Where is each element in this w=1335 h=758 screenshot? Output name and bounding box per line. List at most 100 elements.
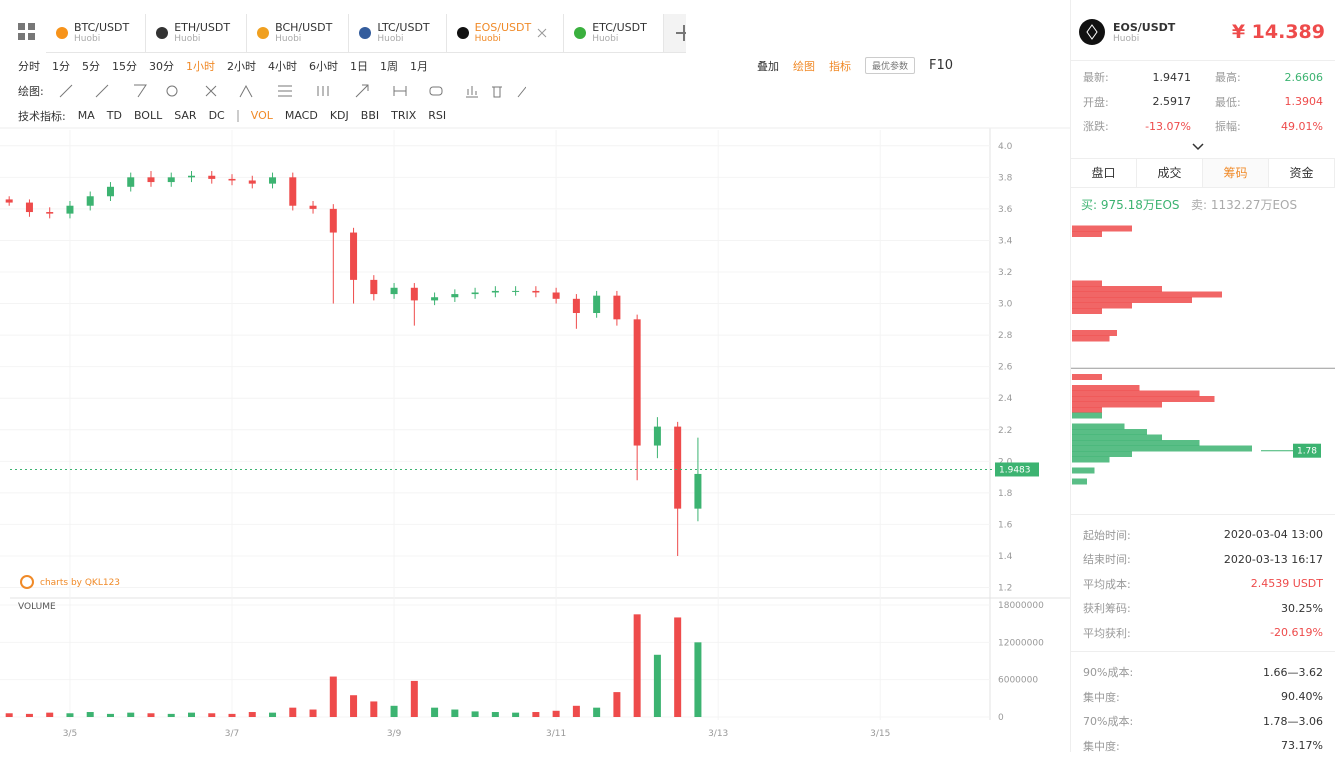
panel-tabs: 盘口成交筹码资金 <box>1071 158 1335 188</box>
volume-bar <box>694 642 701 717</box>
info-label: 70%成本: <box>1083 713 1133 729</box>
volume-bar <box>553 711 560 717</box>
volume-bar <box>269 713 276 717</box>
volume-bar <box>654 655 661 717</box>
volume-bar <box>147 713 154 717</box>
volume-bar <box>350 695 357 717</box>
chip-bar <box>1072 401 1162 407</box>
candle-body <box>330 209 337 233</box>
info-label: 起始时间: <box>1083 527 1131 543</box>
x-tick-label: 3/13 <box>708 729 728 739</box>
volume-bar <box>573 706 580 717</box>
v-tick-label: 6000000 <box>998 676 1038 686</box>
candle-body <box>411 288 418 301</box>
y-tick-label: 4.0 <box>998 142 1013 152</box>
candle-body <box>229 179 236 181</box>
candle-body <box>512 291 519 292</box>
v-tick-label: 0 <box>998 713 1004 723</box>
x-tick-label: 3/7 <box>225 729 239 739</box>
coin-icon <box>1079 19 1105 45</box>
volume-bar <box>66 713 73 717</box>
panel-tab[interactable]: 成交 <box>1137 159 1203 187</box>
panel-tab[interactable]: 筹码 <box>1203 159 1269 187</box>
collapse-icon[interactable] <box>1071 139 1335 155</box>
chip-bar <box>1072 440 1200 446</box>
volume-bar <box>512 713 519 717</box>
chip-bar <box>1072 467 1095 473</box>
stat-label: 最新: <box>1083 69 1109 85</box>
candle-body <box>532 291 539 293</box>
info-label: 集中度: <box>1083 689 1120 705</box>
x-tick-label: 3/5 <box>63 729 77 739</box>
candle-body <box>127 177 134 186</box>
candle-body <box>289 177 296 205</box>
y-tick-label: 1.2 <box>998 584 1012 594</box>
candle-body <box>208 176 215 179</box>
panel-tab[interactable]: 资金 <box>1269 159 1335 187</box>
y-tick-label: 1.6 <box>998 520 1013 530</box>
candle-body <box>553 293 560 299</box>
stat: 最新:1.9471 <box>1071 65 1203 90</box>
volume-bar <box>370 701 377 717</box>
watermark: charts by QKL123 <box>40 578 120 588</box>
volume-label: VOLUME <box>18 602 56 612</box>
volume-bar <box>289 708 296 717</box>
info-row: 90%成本:1.66—3.62 <box>1071 660 1335 685</box>
volume-bar <box>208 713 215 717</box>
chip-bar <box>1072 308 1102 314</box>
v-tick-label: 18000000 <box>998 601 1044 611</box>
volume-bar <box>472 711 479 717</box>
info-value: 1.78—3.06 <box>1263 715 1323 728</box>
chip-bar <box>1072 280 1102 286</box>
candle-body <box>269 177 276 183</box>
candle-body <box>370 280 377 294</box>
y-tick-label: 3.2 <box>998 268 1012 278</box>
candle-body <box>634 319 641 445</box>
sell: 1132.27万EOS <box>1211 198 1297 212</box>
stat-label: 最低: <box>1215 94 1241 110</box>
candle-body <box>147 177 154 182</box>
candle-body <box>654 427 661 446</box>
chip-bar <box>1072 456 1110 462</box>
info-value: 2.4539 USDT <box>1251 577 1323 590</box>
panel-symbol: EOS/USDT <box>1113 21 1232 34</box>
info-label: 平均获利: <box>1083 625 1131 641</box>
info-label: 90%成本: <box>1083 664 1133 680</box>
volume-bar <box>87 712 94 717</box>
y-tick-label: 3.0 <box>998 300 1013 310</box>
info-value: 2020-03-04 13:00 <box>1224 528 1323 541</box>
candle-body <box>249 180 256 183</box>
info-value: 73.17% <box>1281 739 1323 752</box>
info-row: 结束时间:2020-03-13 16:17 <box>1071 547 1335 572</box>
panel-tab[interactable]: 盘口 <box>1071 159 1137 187</box>
candle-body <box>66 206 73 214</box>
stat-label: 振幅: <box>1215 118 1241 134</box>
stat-label: 开盘: <box>1083 94 1109 110</box>
volume-bar <box>6 713 13 717</box>
y-tick-label: 3.8 <box>998 173 1013 183</box>
info-value: -20.619% <box>1270 626 1323 639</box>
info-row: 集中度:90.40% <box>1071 685 1335 710</box>
candle-body <box>613 296 620 320</box>
chip-bar <box>1072 302 1132 308</box>
chip-bar <box>1072 231 1102 237</box>
volume-bar <box>411 681 418 717</box>
chip-bar <box>1072 297 1192 303</box>
stat-value: 2.5917 <box>1153 95 1192 108</box>
stat-value: 2.6606 <box>1285 71 1324 84</box>
x-tick-label: 3/9 <box>387 729 402 739</box>
chip-bar <box>1072 451 1132 457</box>
stat: 最低:1.3904 <box>1203 90 1335 115</box>
chip-bar <box>1072 445 1252 451</box>
stat-label: 涨跌: <box>1083 118 1109 134</box>
info-row: 70%成本: 1.78—3.06 <box>1071 709 1335 734</box>
volume-bar <box>451 710 458 717</box>
chip-bar <box>1072 374 1102 380</box>
volume-bar <box>532 712 539 717</box>
candle-body <box>472 293 479 295</box>
candle-body <box>188 176 195 178</box>
